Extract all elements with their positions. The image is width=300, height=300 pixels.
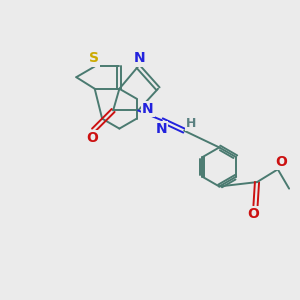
Text: O: O xyxy=(247,208,259,221)
Text: N: N xyxy=(134,52,146,65)
Text: N: N xyxy=(155,122,167,136)
Text: O: O xyxy=(275,155,287,169)
Text: N: N xyxy=(142,102,153,116)
Text: S: S xyxy=(89,52,99,65)
Text: O: O xyxy=(87,131,99,145)
Text: H: H xyxy=(185,117,196,130)
